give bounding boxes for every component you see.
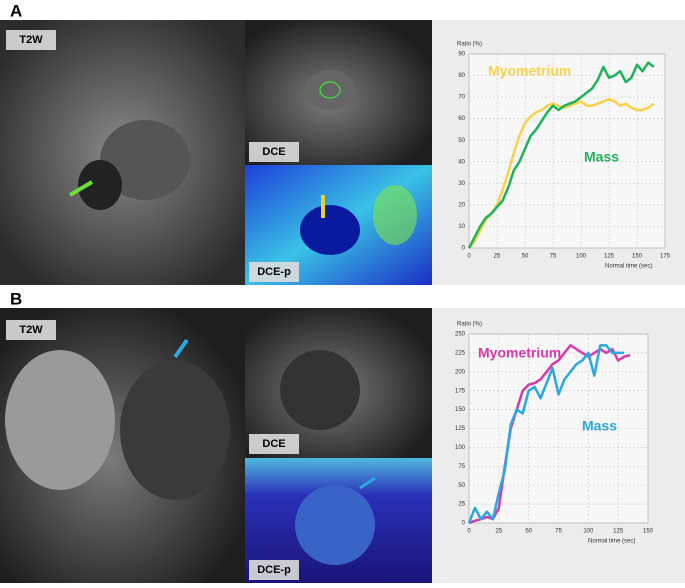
x-tick-label: 25 [494,254,501,260]
x-tick-label: 125 [604,254,615,260]
image-label: DCE-p [257,564,291,576]
series-label: Mass [582,418,617,434]
series-line [468,344,631,525]
image-label: DCE-p [257,266,291,278]
x-tick-label: 125 [613,529,624,535]
x-axis-label: Normal time (sec) [605,264,652,270]
y-axis-label: Ratio (%) [457,42,482,48]
panel-b-images [0,308,432,583]
series-label: Myometrium [488,63,571,79]
y-tick-label: 225 [455,350,466,356]
image-label-box [249,262,299,282]
x-tick-label: 75 [550,254,557,260]
y-tick-label: 40 [458,159,465,165]
image-label: DCE [262,146,285,158]
y-tick-label: 250 [455,332,466,338]
plot-area [468,53,666,249]
y-tick-label: 60 [458,116,465,122]
y-tick-label: 90 [458,52,465,58]
image-label: T2W [19,324,43,336]
x-axis-label: Normal time (sec) [588,539,635,545]
image-label-box [6,320,56,340]
series-line [467,61,655,249]
y-tick-label: 125 [455,426,466,432]
image-label: DCE [262,438,285,450]
y-tick-label: 20 [458,202,465,208]
x-tick-label: 100 [583,529,594,535]
image-label-box [249,142,299,162]
x-tick-label: 25 [495,529,502,535]
y-tick-label: 50 [458,138,465,144]
series-label: Myometrium [478,345,561,361]
x-tick-label: 0 [467,254,471,260]
x-tick-label: 0 [467,529,471,535]
y-tick-label: 100 [455,445,466,451]
x-tick-label: 50 [525,529,532,535]
y-tick-label: 25 [458,502,465,508]
panel-label: B [10,289,22,308]
y-tick-label: 50 [458,483,465,489]
y-tick-label: 175 [455,388,466,394]
y-tick-label: 0 [462,521,466,527]
y-tick-label: 75 [458,464,465,470]
panel-label: A [10,1,22,20]
y-tick-label: 200 [455,369,466,375]
y-tick-label: 80 [458,73,465,79]
x-tick-label: 75 [555,529,562,535]
y-tick-label: 150 [455,407,466,413]
y-tick-label: 10 [458,224,465,230]
y-tick-label: 0 [462,246,466,252]
image-label-box [249,434,299,454]
series-label: Mass [584,149,619,165]
x-tick-label: 100 [576,254,587,260]
x-tick-label: 50 [522,254,529,260]
y-axis-label: Ratio (%) [457,322,482,328]
x-tick-label: 175 [660,254,671,260]
y-tick-label: 30 [458,181,465,187]
panel-a-images [0,20,432,285]
y-tick-label: 70 [458,95,465,101]
series-line [467,344,625,524]
x-tick-label: 150 [632,254,643,260]
image-label: T2W [19,34,43,46]
image-label-box [249,560,299,580]
image-label-box [6,30,56,50]
x-tick-label: 150 [643,529,654,535]
